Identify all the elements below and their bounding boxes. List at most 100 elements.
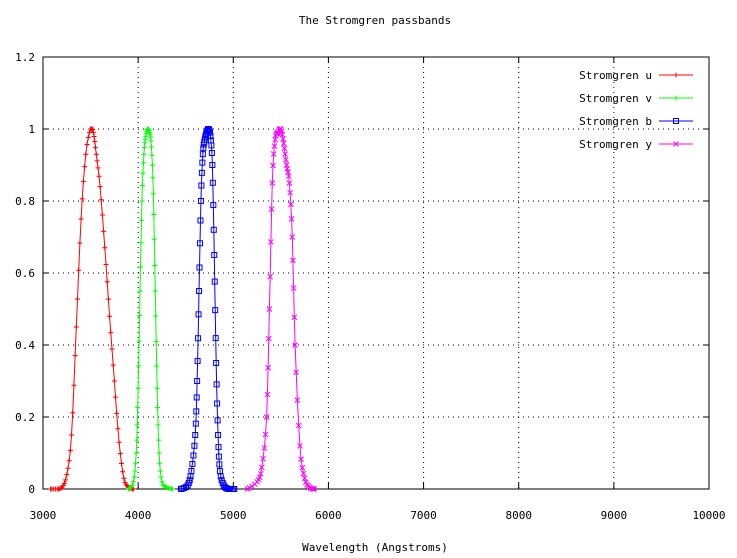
stromgren-u-point (63, 477, 69, 483)
stromgren-b-point (192, 432, 199, 438)
stromgren-v-point (151, 236, 157, 242)
y-tick-label: 1.2 (15, 51, 35, 64)
stromgren-v-point (140, 160, 146, 166)
stromgren-v-point (156, 437, 162, 443)
stromgren-v-point (157, 460, 163, 466)
stromgren-b-point (193, 394, 200, 401)
stromgren-y-point (256, 474, 263, 481)
stromgren-u-point (110, 362, 116, 368)
stromgren-y-point (281, 145, 288, 152)
stromgren-b-point (179, 485, 186, 492)
stromgren-b-point (212, 307, 219, 314)
stromgren-y-point (257, 470, 264, 477)
stromgren-b-series (177, 126, 238, 492)
stromgren-b-point (209, 179, 216, 186)
stromgren-u-series (48, 126, 136, 492)
stromgren-y-point (282, 151, 288, 157)
stromgren-b-point (208, 142, 215, 149)
legend-item-stromgren-v: Stromgren v (579, 92, 693, 105)
legend-label: Stromgren b (579, 115, 652, 128)
x-tick-label: 7000 (410, 509, 437, 522)
stromgren-u-point (113, 394, 119, 400)
stromgren-y-point (268, 206, 275, 212)
legend-label: Stromgren y (579, 138, 652, 151)
stromgren-v-point (138, 264, 144, 270)
legend-marker (673, 141, 679, 147)
stromgren-y-point (264, 391, 271, 398)
stromgren-b-point (213, 360, 220, 366)
stromgren-u-point (69, 432, 75, 438)
stromgren-v-point (139, 198, 145, 204)
stromgren-u-point (79, 196, 85, 202)
stromgren-v-point (141, 144, 147, 150)
stromgren-y-point (290, 285, 297, 291)
stromgren-u-point (67, 447, 73, 453)
stromgren-v-point (139, 183, 145, 189)
stromgren-u-point (108, 330, 114, 336)
stromgren-u-point (109, 346, 115, 352)
stromgren-u-point (84, 141, 90, 147)
stromgren-y-point (289, 234, 296, 240)
stromgren-u-point (118, 460, 124, 466)
x-axis: 3000 4000 5000 6000 7000 8000 9000 10000 (30, 57, 726, 522)
legend-marker (673, 95, 679, 101)
stromgren-v-point (138, 217, 144, 223)
stromgren-y-point (287, 201, 294, 208)
stromgren-b-point (198, 182, 205, 189)
y-tick-label: 0.4 (15, 339, 35, 352)
stromgren-v-point (136, 338, 142, 344)
y-axis: 0 0.2 0.4 0.6 0.8 1 1.2 (15, 51, 709, 496)
stromgren-v-point (141, 151, 147, 157)
stromgren-v-point (140, 170, 146, 176)
stromgren-u-point (120, 469, 126, 475)
stromgren-u-point (116, 439, 122, 445)
stromgren-v-point (158, 474, 164, 480)
stromgren-v-point (155, 405, 161, 411)
stromgren-y-point (298, 456, 304, 463)
stromgren-y-point (311, 486, 318, 492)
stromgren-b-point (199, 151, 206, 158)
stromgren-v-point (149, 152, 155, 158)
stromgren-b-point (216, 461, 223, 468)
stromgren-v-point (136, 363, 142, 369)
stromgren-u-point (94, 158, 100, 164)
stromgren-u-point (102, 245, 108, 251)
legend-item-stromgren-u: Stromgren u (579, 69, 693, 82)
stromgren-b-point (186, 477, 193, 484)
stromgren-v-point (135, 385, 141, 391)
stromgren-y-point (301, 475, 308, 482)
stromgren-u-point (103, 261, 109, 267)
stromgren-y-point (285, 173, 292, 179)
stromgren-b-point (211, 252, 218, 258)
stromgren-y-point (280, 140, 287, 147)
stromgren-v-point (153, 339, 159, 345)
stromgren-b-point (210, 202, 217, 209)
stromgren-y-point (291, 314, 298, 321)
stromgren-v-point (159, 479, 165, 485)
stromgren-u-point (117, 451, 123, 457)
stromgren-y-point (265, 364, 271, 371)
legend-label: Stromgren u (579, 69, 652, 82)
stromgren-y-point (268, 239, 274, 245)
stromgren-b-point (196, 264, 203, 271)
stromgren-v-point (152, 263, 158, 269)
legend-marker (673, 72, 679, 78)
stromgren-u-point (89, 126, 95, 132)
stromgren-b-point (193, 408, 200, 415)
stromgren-b-point (195, 311, 202, 318)
stromgren-u-point (93, 151, 99, 157)
stromgren-u-point (98, 197, 104, 203)
legend-item-stromgren-b: Stromgren b (579, 115, 693, 128)
y-tick-label: 0.2 (15, 411, 35, 424)
stromgren-b-point (209, 162, 216, 168)
stromgren-u-point (64, 472, 70, 478)
stromgren-v-point (137, 288, 143, 294)
x-tick-label: 5000 (220, 509, 247, 522)
stromgren-y-point (271, 143, 278, 149)
stromgren-u-point (82, 164, 88, 170)
stromgren-b-point (190, 452, 197, 459)
stromgren-y-point (258, 464, 265, 471)
y-tick-label: 1 (28, 123, 35, 136)
stromgren-y-point (275, 129, 281, 136)
